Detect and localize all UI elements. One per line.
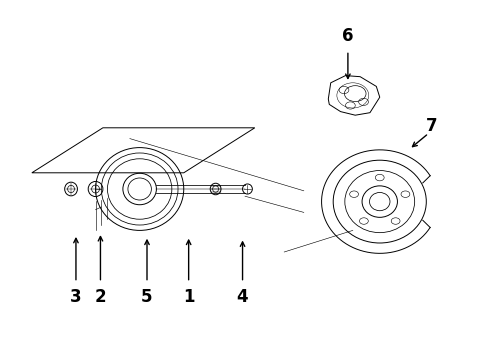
Text: 5: 5 xyxy=(141,288,153,306)
Text: 4: 4 xyxy=(237,288,248,306)
Text: 3: 3 xyxy=(70,288,82,306)
Text: 1: 1 xyxy=(183,288,195,306)
Text: 7: 7 xyxy=(425,117,437,135)
Text: 2: 2 xyxy=(95,288,106,306)
Text: 6: 6 xyxy=(342,27,354,45)
